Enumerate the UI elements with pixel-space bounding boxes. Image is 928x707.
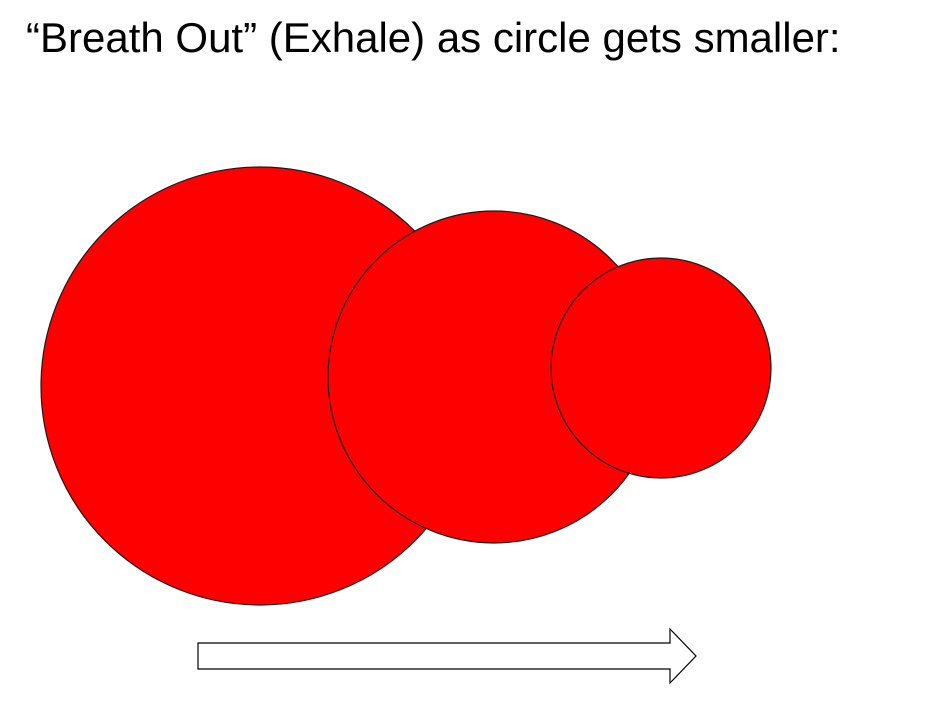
small-circle	[550, 257, 772, 479]
right-arrow-icon	[197, 627, 697, 685]
slide-title: “Breath Out” (Exhale) as circle gets sma…	[26, 14, 841, 61]
